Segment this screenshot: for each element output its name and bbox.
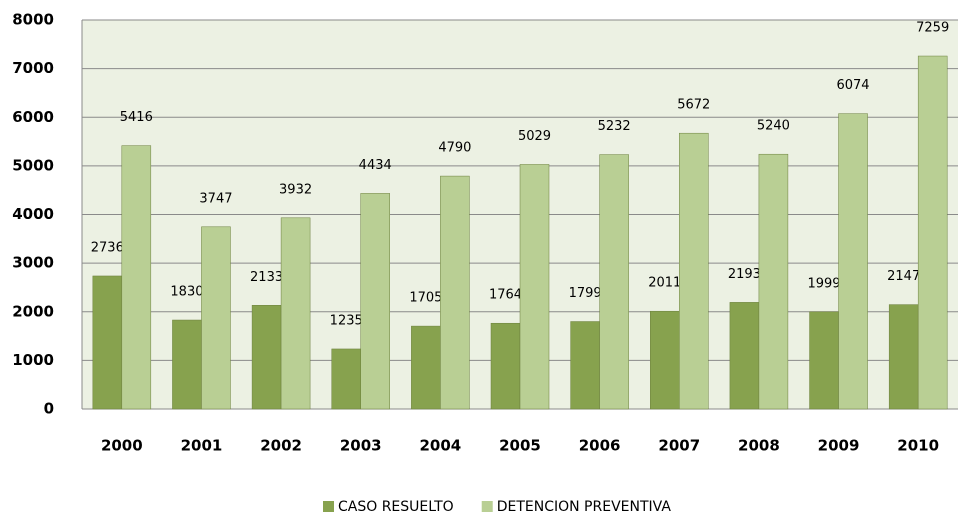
x-tick-label: 2000	[101, 437, 143, 455]
value-label: 4790	[438, 141, 471, 156]
bar	[280, 217, 311, 410]
value-label: 2193	[728, 267, 761, 282]
value-label: 1705	[409, 291, 442, 306]
y-tick-label: 2000	[12, 302, 54, 320]
value-label: 1235	[330, 313, 363, 328]
x-tick-label: 2007	[658, 437, 700, 455]
bar	[172, 319, 202, 410]
bar	[809, 311, 839, 410]
x-tick-label: 2010	[897, 437, 939, 455]
value-label: 6074	[836, 78, 869, 93]
bar	[251, 305, 282, 410]
x-tick-label: 2009	[818, 437, 860, 455]
bar	[917, 55, 948, 410]
bar	[888, 304, 919, 410]
y-tick-label: 0	[44, 400, 54, 418]
value-label: 4434	[359, 158, 392, 173]
x-tick-label: 2003	[340, 437, 382, 455]
value-label: 3747	[199, 191, 232, 206]
value-label: 2133	[250, 270, 283, 285]
value-label: 1999	[807, 276, 840, 291]
value-label: 1799	[569, 286, 602, 301]
value-label: 2736	[91, 240, 124, 255]
value-label: 2147	[887, 269, 920, 284]
bar	[201, 226, 231, 410]
bar	[650, 310, 680, 410]
bar	[360, 193, 390, 410]
value-label: 2011	[648, 276, 681, 291]
bar	[758, 153, 789, 410]
x-tick-label: 2008	[738, 437, 780, 455]
y-tick-label: 5000	[12, 156, 54, 174]
y-tick-label: 4000	[12, 205, 54, 223]
y-tick-label: 1000	[12, 351, 54, 369]
legend-swatch	[481, 501, 493, 512]
bar	[490, 322, 521, 410]
value-label: 5672	[677, 98, 710, 113]
x-tick-label: 2004	[419, 437, 461, 455]
x-tick-label: 2002	[260, 437, 302, 455]
bar	[331, 348, 361, 410]
legend-label: CASO RESUELTO	[338, 499, 454, 514]
bar	[729, 302, 760, 410]
bar	[599, 154, 629, 410]
bar	[92, 275, 123, 410]
bar	[121, 145, 152, 410]
y-tick-label: 3000	[12, 254, 54, 272]
bar	[519, 164, 550, 410]
y-tick-label: 8000	[12, 11, 54, 29]
value-label: 1830	[170, 285, 203, 300]
value-label: 5232	[598, 119, 631, 134]
y-tick-label: 7000	[12, 59, 54, 77]
bar	[440, 175, 470, 410]
legend-label: DETENCION PREVENTIVA	[497, 499, 672, 514]
value-label: 1764	[489, 288, 522, 303]
bar	[838, 113, 868, 410]
value-label: 3932	[279, 182, 312, 197]
legend-swatch	[323, 501, 334, 512]
x-tick-label: 2005	[499, 437, 541, 455]
bar	[679, 132, 709, 410]
y-tick-label: 6000	[12, 108, 54, 126]
value-label: 7259	[916, 21, 949, 36]
bar	[570, 321, 600, 410]
value-label: 5240	[757, 119, 790, 134]
value-label: 5416	[120, 110, 153, 125]
x-tick-label: 2006	[579, 437, 621, 455]
bar	[411, 325, 441, 410]
x-tick-label: 2001	[181, 437, 223, 455]
value-label: 5029	[518, 129, 551, 144]
